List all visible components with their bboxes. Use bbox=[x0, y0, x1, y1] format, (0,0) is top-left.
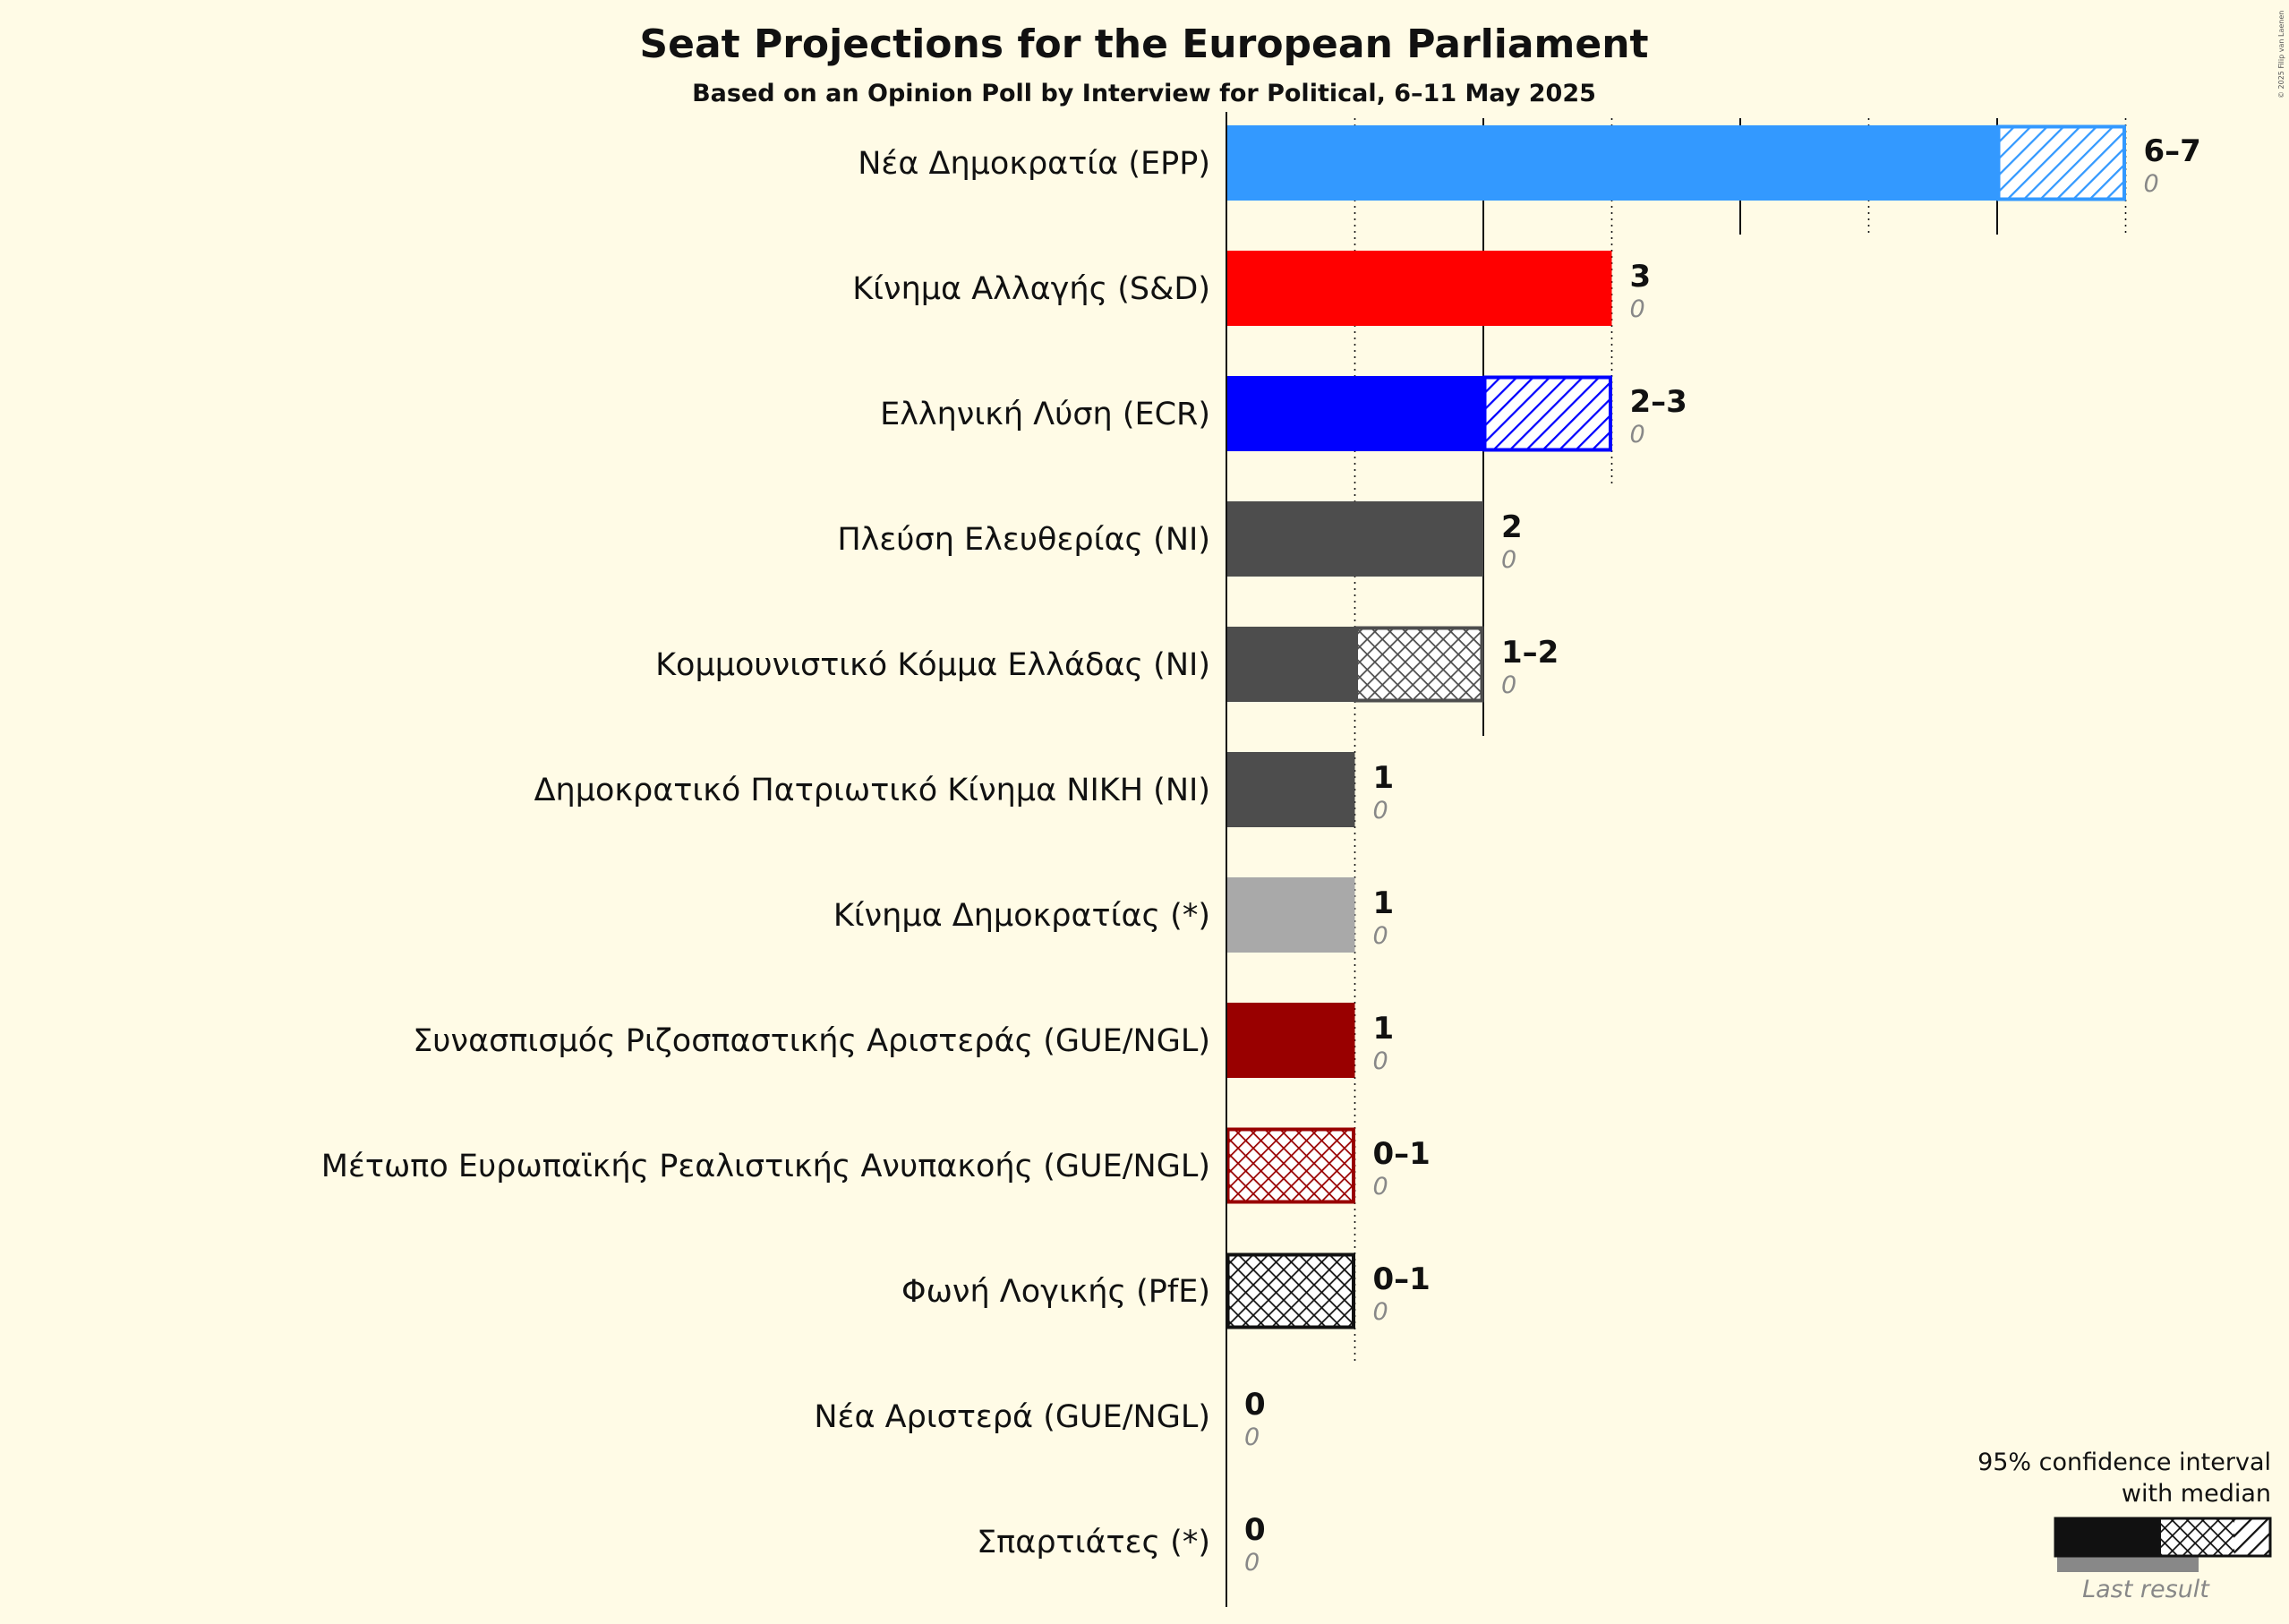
last-result-label: 0 bbox=[1373, 1298, 1388, 1326]
party-label: Κίνημα Αλλαγής (S&D) bbox=[852, 271, 1210, 307]
bar-solid bbox=[1226, 877, 1355, 953]
party-row: Σπαρτιάτες (*) 00 bbox=[977, 1512, 1266, 1577]
party-label: Συνασπισμός Ριζοσπαστικής Αριστεράς (GUE… bbox=[413, 1023, 1210, 1059]
bar-interval-outline bbox=[1226, 1127, 1355, 1204]
range-label: 1 bbox=[1373, 760, 1395, 796]
party-label: Νέα Δημοκρατία (EPP) bbox=[858, 146, 1210, 182]
range-label: 1–2 bbox=[1501, 635, 1559, 671]
range-label: 3 bbox=[1630, 259, 1652, 295]
last-result-label: 0 bbox=[1244, 1423, 1260, 1451]
legend-last-result-bar bbox=[2057, 1554, 2199, 1572]
legend-median-swatch bbox=[2055, 1518, 2161, 1556]
legend-diagonal-swatch bbox=[2234, 1518, 2270, 1556]
party-row: Νέα Δημοκρατία (EPP) 6–70 bbox=[858, 124, 2201, 201]
legend-text-line1: 95% confidence interval bbox=[1977, 1449, 2271, 1476]
party-label: Πλεύση Ελευθερίας (NI) bbox=[837, 522, 1210, 558]
party-label: Κίνημα Δημοκρατίας (*) bbox=[833, 898, 1210, 934]
last-result-label: 0 bbox=[1373, 797, 1388, 825]
party-label: Σπαρτιάτες (*) bbox=[977, 1525, 1210, 1560]
legend-text-line2: with median bbox=[2122, 1480, 2271, 1508]
bar-interval bbox=[1483, 376, 1612, 451]
last-result-label: 0 bbox=[1630, 421, 1645, 449]
last-result-label: 0 bbox=[1244, 1549, 1260, 1577]
bar-solid bbox=[1226, 1003, 1355, 1078]
bar-interval bbox=[1226, 1253, 1355, 1329]
range-label: 0 bbox=[1244, 1387, 1266, 1423]
bar-interval-outline bbox=[1354, 626, 1484, 703]
legend-outline bbox=[2054, 1517, 2272, 1558]
party-label: Κομμουνιστικό Κόμμα Ελλάδας (NI) bbox=[655, 647, 1210, 683]
party-label: Ελληνική Λύση (ECR) bbox=[880, 397, 1210, 432]
legend-last-result-label: Last result bbox=[2082, 1576, 2210, 1603]
party-row: Κίνημα Δημοκρατίας (*) 10 bbox=[833, 877, 1394, 953]
bar-interval-outline bbox=[1226, 1252, 1355, 1329]
party-row: Ελληνική Λύση (ECR) 2–30 bbox=[880, 375, 1687, 452]
copyright-text: © 2025 Filip van Laenen bbox=[2277, 11, 2285, 98]
bar-solid bbox=[1226, 376, 1483, 451]
party-row: Πλεύση Ελευθερίας (NI) 20 bbox=[837, 501, 1523, 577]
bar-solid bbox=[1226, 501, 1483, 577]
range-label: 0–1 bbox=[1373, 1261, 1431, 1297]
range-label: 6–7 bbox=[2144, 133, 2201, 169]
range-label: 0–1 bbox=[1373, 1136, 1431, 1172]
last-result-label: 0 bbox=[1501, 671, 1516, 699]
last-result-label: 0 bbox=[1501, 546, 1516, 574]
range-label: 1 bbox=[1373, 885, 1395, 921]
party-row: Συνασπισμός Ριζοσπαστικής Αριστεράς (GUE… bbox=[413, 1003, 1394, 1078]
chart-title: Seat Projections for the European Parlia… bbox=[639, 21, 1648, 67]
party-label: Νέα Αριστερά (GUE/NGL) bbox=[814, 1399, 1210, 1435]
bar-interval-outline bbox=[1996, 124, 2126, 201]
bar-interval bbox=[1997, 125, 2126, 201]
party-row: Νέα Αριστερά (GUE/NGL) 00 bbox=[814, 1387, 1265, 1451]
last-result-label: 0 bbox=[1630, 295, 1645, 323]
party-label: Δημοκρατικό Πατριωτικό Κίνημα ΝΙΚΗ (NI) bbox=[534, 773, 1210, 808]
legend: 95% confidence interval with median Last… bbox=[1977, 1449, 2272, 1603]
bar-solid bbox=[1226, 125, 1997, 201]
bar-solid bbox=[1226, 251, 1612, 326]
range-label: 0 bbox=[1244, 1512, 1266, 1548]
chart-subtitle: Based on an Opinion Poll by Interview fo… bbox=[692, 80, 1596, 107]
bar-solid bbox=[1226, 752, 1355, 827]
last-result-label: 0 bbox=[1373, 1047, 1388, 1075]
bar-interval bbox=[1226, 1128, 1355, 1203]
bar-interval bbox=[1354, 627, 1483, 702]
bar-solid bbox=[1226, 627, 1355, 702]
range-label: 2 bbox=[1501, 509, 1523, 545]
party-row: Κομμουνιστικό Κόμμα Ελλάδας (NI) 1–20 bbox=[655, 626, 1559, 703]
last-result-label: 0 bbox=[1373, 1173, 1388, 1201]
party-label: Φωνή Λογικής (PfE) bbox=[901, 1274, 1210, 1310]
party-row: Δημοκρατικό Πατριωτικό Κίνημα ΝΙΚΗ (NI) 1… bbox=[534, 752, 1395, 827]
party-label: Μέτωπο Ευρωπαϊκής Ρεαλιστικής Ανυπακοής … bbox=[321, 1149, 1210, 1184]
party-row: Κίνημα Αλλαγής (S&D) 30 bbox=[852, 251, 1651, 326]
party-row: Μέτωπο Ευρωπαϊκής Ρεαλιστικής Ανυπακοής … bbox=[321, 1127, 1431, 1204]
range-label: 1 bbox=[1373, 1011, 1395, 1047]
range-label: 2–3 bbox=[1630, 384, 1687, 420]
last-result-label: 0 bbox=[2144, 170, 2159, 198]
legend-crosshatch-swatch bbox=[2161, 1518, 2234, 1556]
party-row: Φωνή Λογικής (PfE) 0–10 bbox=[901, 1252, 1431, 1329]
bar-interval-outline bbox=[1482, 375, 1612, 452]
last-result-label: 0 bbox=[1373, 922, 1388, 950]
